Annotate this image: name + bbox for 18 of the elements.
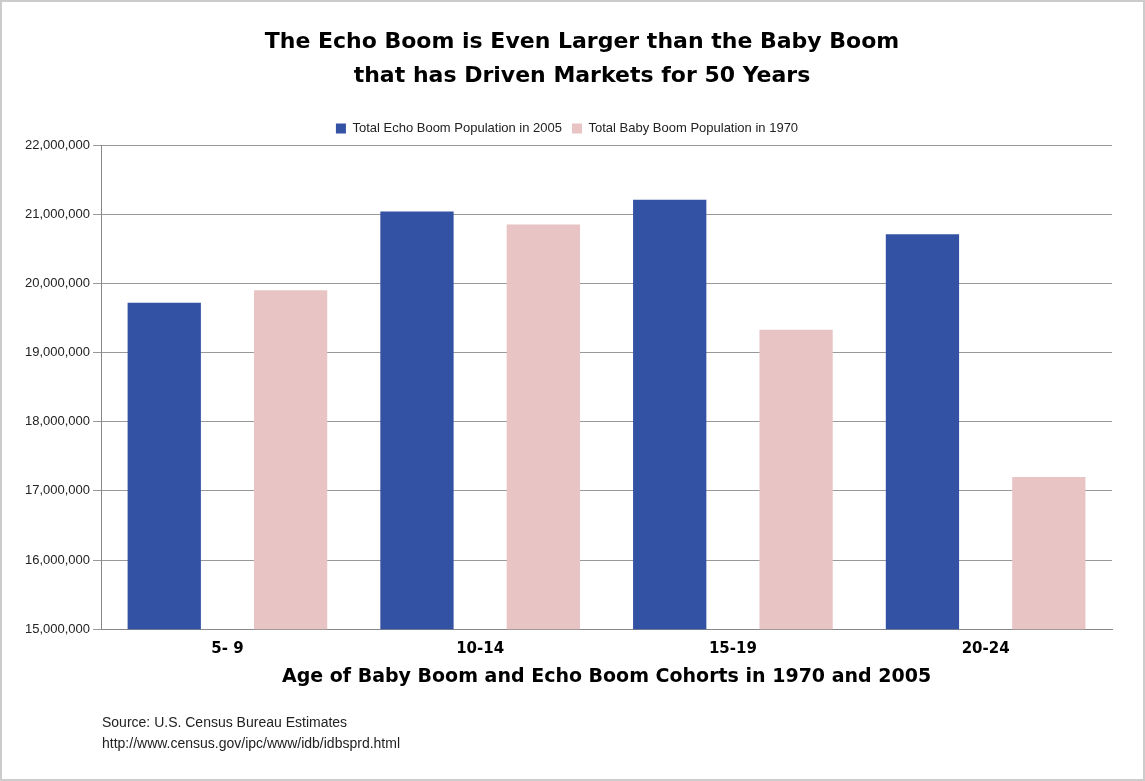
chart-title: The Echo Boom is Even Larger than the Baby Boom that has Driven Markets for 50 Years: [263, 27, 901, 89]
y-tick-label: 16,000,000: [24, 551, 91, 567]
text: http://www.census.gov/ipc/www/idb/idbsprd.html: [102, 734, 401, 753]
x-tick-label: 10-14: [456, 639, 505, 658]
y-tick-label: 22,000,000: [24, 136, 91, 152]
legend-label: Total Echo Boom Population in 2005: [352, 120, 563, 136]
y-tick-label: 21,000,000: [24, 205, 91, 221]
x-tick-label: 20-24: [961, 639, 1010, 658]
legend-label: Total Baby Boom Population in 1970: [588, 120, 799, 136]
y-tick-label: 20,000,000: [24, 274, 91, 290]
y-tick-label: 19,000,000: [24, 344, 91, 360]
source-note: Source: U.S. Census Bureau Estimates: [102, 713, 349, 732]
x-tick-label: 15-19: [708, 639, 757, 658]
y-tick-label: 18,000,000: [24, 413, 91, 429]
x-tick-label: 5- 9: [211, 639, 244, 658]
y-tick-label: 15,000,000: [24, 620, 91, 636]
x-axis-title: Age of Baby Boom and Echo Boom Cohorts in 1970 and 2005: [281, 663, 932, 686]
y-tick-label: 17,000,000: [24, 482, 91, 498]
